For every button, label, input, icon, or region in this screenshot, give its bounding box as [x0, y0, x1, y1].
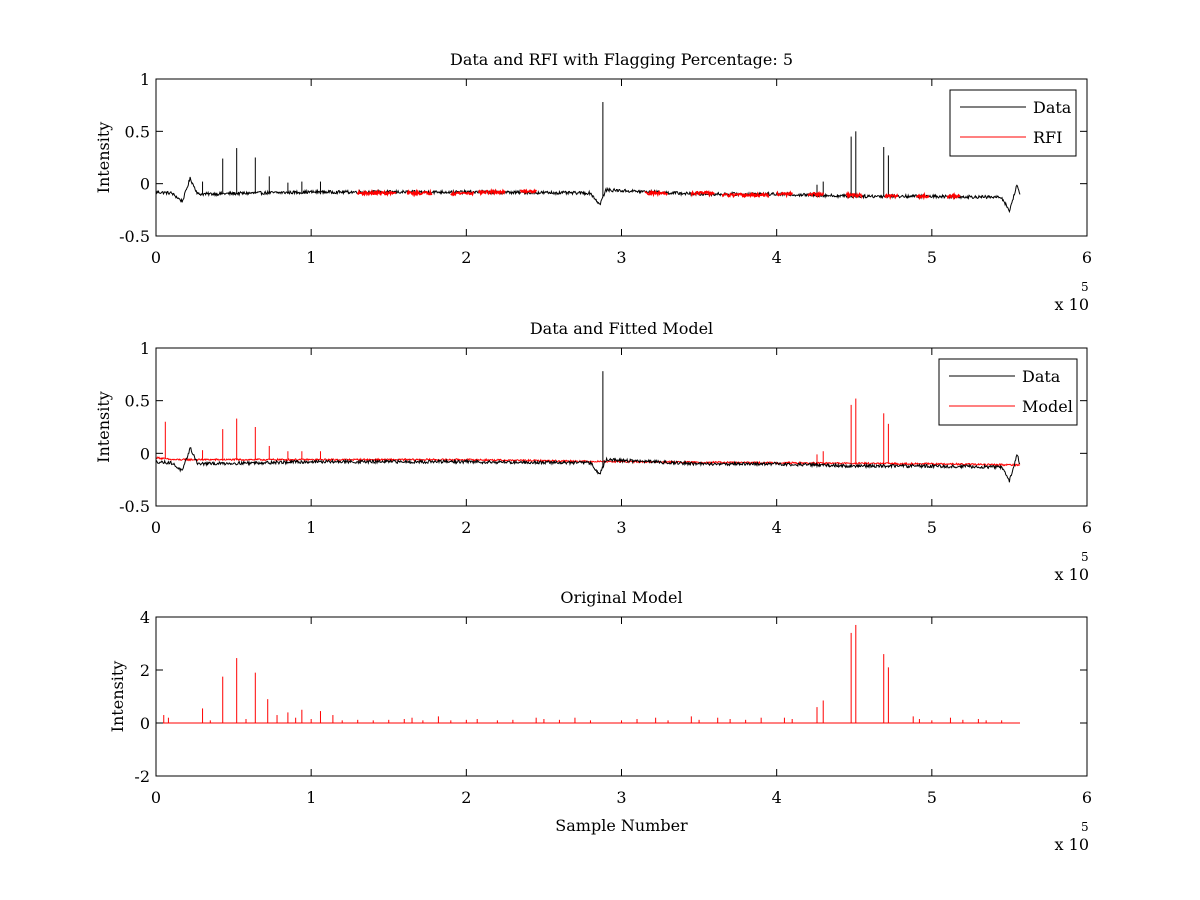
x-tick-label: 3 — [616, 788, 626, 807]
rfi-segment — [644, 189, 668, 198]
x-axis-label: Sample Number — [555, 816, 688, 835]
rfi-segment — [807, 191, 824, 199]
x-tick-label: 0 — [151, 248, 161, 267]
series-line-data — [156, 176, 1021, 214]
rfi-segment — [845, 191, 863, 200]
y-tick-label: 0.5 — [125, 122, 150, 141]
rfi-segment — [721, 191, 770, 199]
y-tick-label: 0 — [140, 444, 150, 463]
x-tick-label: 3 — [616, 518, 626, 537]
legend-box — [949, 89, 1077, 157]
rfi-segment — [450, 190, 474, 197]
x-tick-label: 4 — [772, 248, 782, 267]
x-tick-label: 4 — [772, 788, 782, 807]
legend-label: RFI — [1033, 128, 1062, 147]
chart-title: Data and RFI with Flagging Percentage: 5 — [450, 50, 793, 69]
x-exponent-power: 5 — [1081, 820, 1089, 834]
series-group — [156, 371, 1021, 483]
y-tick-label: 1 — [140, 70, 150, 89]
chart-title: Original Model — [560, 588, 682, 607]
legend-label: Model — [1022, 397, 1073, 416]
series-group — [156, 102, 1021, 214]
x-exponent-base: x 10 — [1055, 565, 1089, 584]
legend-label: Data — [1022, 367, 1061, 386]
series-line-data — [156, 447, 1021, 483]
axes-box — [155, 78, 1088, 237]
y-axis-label: Intensity — [94, 122, 113, 194]
rfi-segment — [946, 192, 961, 201]
x-tick-label: 6 — [1082, 518, 1092, 537]
x-tick-label: 2 — [461, 518, 471, 537]
y-tick-label: -0.5 — [119, 497, 150, 516]
x-exponent-base: x 10 — [1055, 835, 1089, 854]
x-tick-label: 5 — [927, 518, 937, 537]
legend: Data RFI — [949, 89, 1077, 157]
x-tick-label: 5 — [927, 248, 937, 267]
x-tick-label: 0 — [151, 518, 161, 537]
x-tick-label: 6 — [1082, 248, 1092, 267]
series-group — [156, 624, 1020, 724]
x-tick-label: 1 — [306, 248, 316, 267]
x-tick-label: 2 — [461, 788, 471, 807]
x-tick-label: 0 — [151, 788, 161, 807]
rfi-segment — [884, 193, 899, 201]
chart-title: Data and Fitted Model — [530, 319, 713, 338]
rfi-segment — [356, 188, 397, 197]
rfi-segment — [776, 190, 793, 199]
x-tick-label: 5 — [927, 788, 937, 807]
x-exponent-power: 5 — [1081, 550, 1089, 564]
y-tick-label: -0.5 — [119, 227, 150, 246]
legend-box — [938, 358, 1078, 426]
x-tick-label: 2 — [461, 248, 471, 267]
y-tick-label: -2 — [134, 767, 150, 786]
y-tick-label: 4 — [140, 608, 150, 627]
y-tick-label: 0.5 — [125, 392, 150, 411]
legend-label: Data — [1033, 98, 1072, 117]
x-tick-label: 4 — [772, 518, 782, 537]
x-tick-label: 1 — [306, 788, 316, 807]
rfi-segment — [915, 191, 930, 201]
rfi-segment — [519, 188, 537, 195]
x-exponent-base: x 10 — [1055, 295, 1089, 314]
y-axis-label: Intensity — [94, 391, 113, 463]
legend: Data Model — [938, 358, 1078, 426]
y-tick-label: 0 — [140, 175, 150, 194]
x-tick-label: 6 — [1082, 788, 1092, 807]
x-tick-label: 1 — [306, 518, 316, 537]
rfi-segment — [690, 190, 715, 198]
rfi-segment — [406, 188, 433, 198]
y-tick-label: 2 — [140, 661, 150, 680]
y-tick-label: 0 — [140, 714, 150, 733]
y-tick-label: 1 — [140, 339, 150, 358]
y-axis-label: Intensity — [108, 661, 127, 733]
x-exponent-power: 5 — [1081, 280, 1089, 294]
axes-box — [155, 616, 1088, 777]
rfi-segment — [477, 188, 506, 197]
x-tick-label: 3 — [616, 248, 626, 267]
